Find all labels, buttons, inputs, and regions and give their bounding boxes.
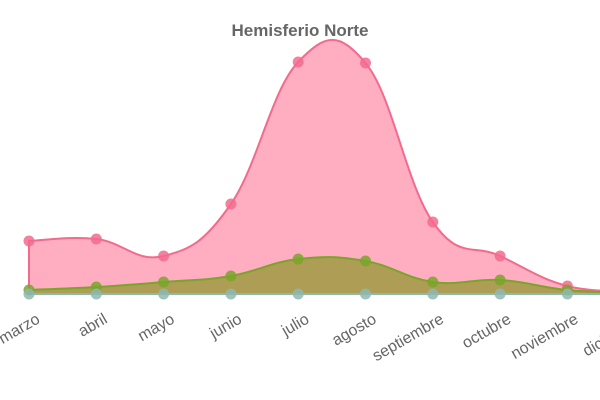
x-tick-label: diciembre [580,311,600,360]
area [28,38,600,295]
x-tick-label: julio [278,311,312,341]
point [158,276,170,288]
point [292,253,304,265]
area [28,256,600,295]
x-tick-label: agosto [329,311,379,350]
point [494,288,506,300]
point [427,288,439,300]
point [90,288,102,300]
point [225,198,237,210]
point [90,233,102,245]
point [494,274,506,286]
x-tick-label: junio [206,311,245,343]
x-tick-label: marzo [0,311,43,348]
point [360,288,371,300]
point [225,288,237,300]
point [427,216,439,228]
point [158,288,170,300]
point [23,235,35,247]
point [225,270,237,282]
point [427,276,439,288]
x-tick-label: noviembre [508,311,581,363]
point [158,250,170,262]
point [23,288,35,300]
x-tick-label: abril [76,311,111,341]
chart-title: Hemisferio Norte [232,21,369,40]
point [561,288,573,300]
x-tick-label: mayo [135,311,177,345]
point [292,56,304,68]
point [494,250,506,262]
x-tick-label: octubre [459,311,514,352]
point [360,57,371,69]
point [292,288,304,300]
point [360,255,371,267]
x-tick-label: septiembre [370,311,447,365]
